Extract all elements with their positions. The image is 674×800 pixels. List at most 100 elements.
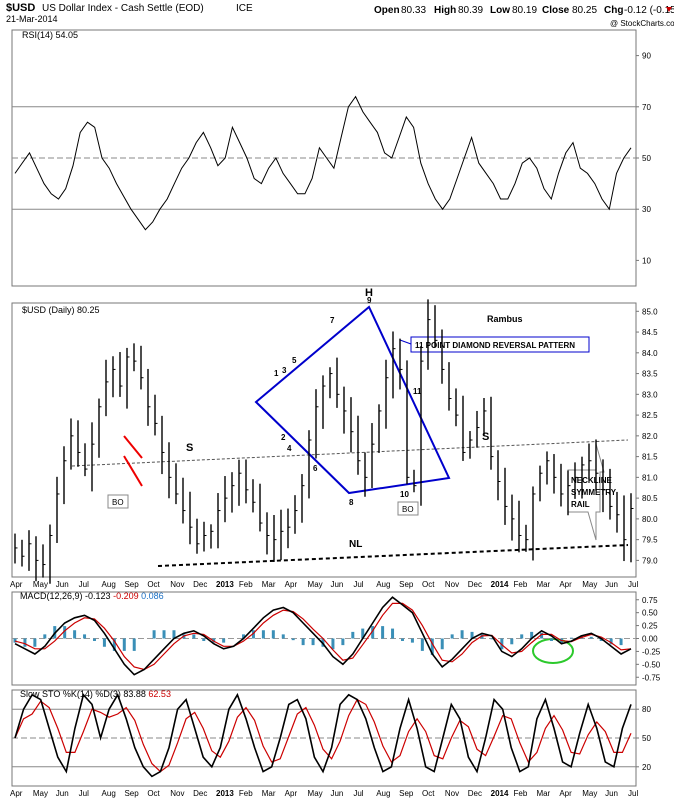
x-tick-label: Oct bbox=[147, 580, 160, 589]
x-tick-label: Apr bbox=[285, 789, 298, 798]
x-tick-label: May bbox=[308, 580, 323, 589]
x-tick-label: Mar bbox=[262, 789, 276, 798]
neckline-symmetry-rail bbox=[71, 439, 629, 467]
y-tick-label: 82.0 bbox=[642, 432, 658, 441]
macd-panel: MACD(12,26,9) -0.123 -0.209 0.086 0.75 0.… bbox=[12, 591, 661, 682]
pattern-pointer bbox=[399, 339, 412, 345]
x-tick-label: May bbox=[308, 789, 323, 798]
symbol: $USD bbox=[6, 2, 35, 14]
instrument-name: US Dollar Index - Cash Settle (EOD) bbox=[42, 3, 204, 14]
diamond-point-label: 4 bbox=[287, 444, 292, 453]
chart-date: 21-Mar-2014 bbox=[6, 14, 58, 24]
x-tick-label: May bbox=[582, 580, 597, 589]
x-tick-label: Jun bbox=[330, 789, 343, 798]
rsi-label: RSI(14) 54.05 bbox=[22, 30, 78, 40]
x-tick-label: Jun bbox=[56, 580, 69, 589]
bo-label-1: BO bbox=[112, 498, 124, 507]
y-tick-label: 83.0 bbox=[642, 390, 658, 399]
x-axes: Apr Apr May May Jun Jun Jul Jul Aug Aug Sep Sep Oct O… bbox=[10, 580, 638, 798]
y-tick-label: 0.25 bbox=[642, 622, 658, 631]
sto-label-prefix: Slow STO %K(14) %D(3) bbox=[20, 689, 121, 699]
open-label: Open bbox=[374, 5, 400, 16]
x-tick-label: Jun bbox=[605, 580, 618, 589]
x-tick-label: Jul bbox=[628, 789, 638, 798]
x-tick-label: May bbox=[33, 580, 48, 589]
x-tick-label: May bbox=[582, 789, 597, 798]
chg-value: -0.12 (-0.15%) bbox=[624, 5, 674, 16]
x-tick-label: Apr bbox=[10, 580, 23, 589]
bo-box-2 bbox=[397, 501, 419, 516]
x-tick-label: Jul bbox=[79, 789, 89, 798]
x-tick-label: Sep bbox=[399, 789, 414, 798]
y-tick-label: 81.0 bbox=[642, 473, 658, 482]
diamond-point-label: 1 bbox=[274, 369, 279, 378]
exchange: ICE bbox=[236, 3, 253, 14]
x-tick-label: Jun bbox=[56, 789, 69, 798]
x-tick-label: Dec bbox=[468, 789, 482, 798]
y-tick-label: 81.5 bbox=[642, 453, 658, 462]
x-tick-label: Dec bbox=[193, 580, 207, 589]
y-tick-label: -0.75 bbox=[642, 673, 661, 682]
bo-label-2: BO bbox=[402, 505, 414, 514]
x-tick-label: 2013 bbox=[216, 580, 234, 589]
macd-label-v2: -0.209 bbox=[113, 591, 139, 601]
x-tick-label: May bbox=[33, 789, 48, 798]
x-tick-label: Oct bbox=[147, 789, 160, 798]
rsi-series-line bbox=[14, 95, 632, 231]
x-tick-label: Jul bbox=[628, 580, 638, 589]
x-tick-label: Jul bbox=[353, 580, 363, 589]
breakout-line-1 bbox=[123, 435, 143, 459]
low-value: 80.19 bbox=[512, 5, 537, 16]
neckline-label: NL bbox=[349, 539, 362, 550]
diamond-point-label: 9 bbox=[367, 296, 372, 305]
y-tick-label: 80 bbox=[642, 705, 651, 714]
x-tick-label: Apr bbox=[285, 580, 298, 589]
y-tick-label: 80.5 bbox=[642, 494, 658, 503]
x-tick-label: Jul bbox=[79, 580, 89, 589]
sto-label-v1: 83.88 bbox=[123, 689, 146, 699]
chart-header: $USD US Dollar Index - Cash Settle (EOD)… bbox=[6, 2, 674, 28]
x-tick-label: Sep bbox=[124, 789, 139, 798]
y-tick-label: 80.0 bbox=[642, 515, 658, 524]
symmetry-label-2: SYMMETRY bbox=[571, 488, 617, 497]
macd-label: MACD(12,26,9) -0.123 -0.209 0.086 bbox=[20, 591, 164, 601]
x-tick-label: Aug bbox=[376, 789, 390, 798]
diamond-point-label: 8 bbox=[349, 498, 354, 507]
left-shoulder-label: S bbox=[186, 442, 193, 454]
x-tick-label: Nov bbox=[170, 789, 184, 798]
x-tick-label: Feb bbox=[239, 580, 253, 589]
macd-label-v3: 0.086 bbox=[141, 591, 164, 601]
x-tick-label: Nov bbox=[170, 580, 184, 589]
head-label: H bbox=[365, 287, 373, 299]
symmetry-label-3: RAIL bbox=[571, 500, 590, 509]
x-tick-label: Dec bbox=[193, 789, 207, 798]
x-tick-label: Aug bbox=[102, 789, 116, 798]
diamond-point-labels: 1 2 3 4 5 6 7 8 9 10 11 bbox=[274, 296, 422, 507]
diamond-point-label: 5 bbox=[292, 356, 297, 365]
close-value: 80.25 bbox=[572, 5, 597, 16]
low-label: Low bbox=[490, 5, 510, 16]
sto-k-line bbox=[14, 692, 632, 778]
y-tick-label: 84.0 bbox=[642, 349, 658, 358]
x-tick-label: Mar bbox=[536, 580, 550, 589]
x-tick-label: Feb bbox=[239, 789, 253, 798]
watermark: @ StockCharts.com bbox=[610, 19, 674, 28]
y-tick-label: 79.5 bbox=[642, 536, 658, 545]
y-tick-label: 84.5 bbox=[642, 328, 658, 337]
y-tick-label: 70 bbox=[642, 103, 651, 112]
macd-signal-line bbox=[14, 602, 632, 671]
rsi-panel: RSI(14) 54.05 10 30 50 70 90 bbox=[12, 30, 651, 265]
x-tick-label: Nov bbox=[445, 789, 459, 798]
panel-frame bbox=[11, 302, 637, 578]
macd-label-prefix: MACD(12,26,9) bbox=[20, 591, 83, 601]
down-arrow-icon bbox=[666, 7, 672, 12]
right-shoulder-label: S bbox=[482, 431, 489, 443]
close-label: Close bbox=[542, 5, 570, 16]
y-tick-label: 0.50 bbox=[642, 609, 658, 618]
y-tick-label: -0.25 bbox=[642, 647, 661, 656]
y-tick-label: 10 bbox=[642, 256, 651, 265]
x-tick-label: Jul bbox=[353, 789, 363, 798]
diamond-point-label: 11 bbox=[413, 387, 422, 396]
y-tick-label: 0.00 bbox=[642, 635, 658, 644]
